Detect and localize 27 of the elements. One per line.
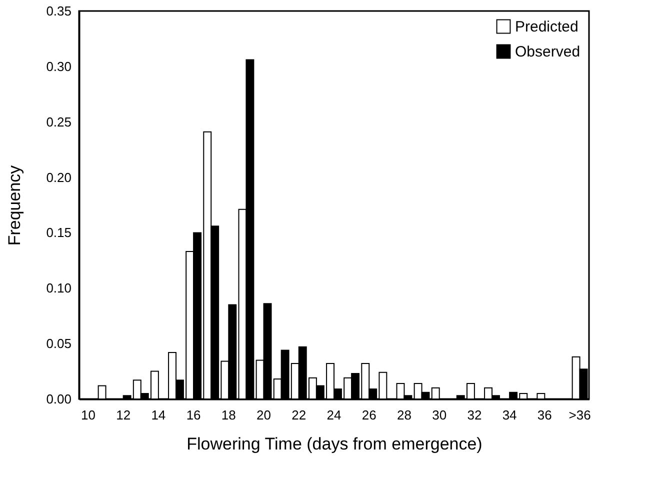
y-tick-label: 0.15 — [46, 225, 72, 240]
x-tick-label: 20 — [256, 408, 272, 422]
x-tick-label: 30 — [432, 408, 447, 422]
x-tick-label: 26 — [362, 408, 376, 422]
legend-label: Predicted — [515, 18, 578, 36]
y-tick-label: 0.20 — [46, 170, 72, 185]
x-tick-label: 12 — [116, 408, 131, 422]
x-tick-label: 18 — [221, 408, 236, 422]
legend-label: Observed — [515, 44, 580, 60]
x-tick-label: 36 — [537, 408, 552, 422]
x-tick-label: 10 — [80, 408, 96, 422]
x-tick-label: 34 — [502, 408, 517, 422]
x-axis-title: Flowering Time (days from emergence) — [186, 434, 482, 454]
x-tick-label: 22 — [292, 408, 306, 422]
y-axis-title: Frequency — [5, 164, 24, 246]
x-tick-label: 24 — [326, 408, 342, 422]
x-tick-label: 28 — [396, 408, 412, 422]
y-tick-label: 0.30 — [46, 58, 72, 74]
y-tick-label: 0.10 — [46, 280, 72, 296]
y-tick-label: 0.00 — [46, 392, 72, 406]
x-tick-label: >36 — [568, 408, 591, 422]
y-tick-label: 0.35 — [46, 4, 72, 18]
x-tick-label: 32 — [467, 408, 482, 422]
y-tick-label: 0.05 — [46, 336, 72, 352]
x-tick-label: 16 — [186, 408, 201, 422]
x-tick-label: 14 — [151, 408, 166, 422]
y-tick-label: 0.25 — [46, 114, 72, 130]
